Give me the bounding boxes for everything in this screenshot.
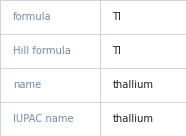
Text: IUPAC name: IUPAC name xyxy=(13,114,74,124)
Text: formula: formula xyxy=(13,12,52,22)
Text: Hill formula: Hill formula xyxy=(13,46,71,56)
Text: thallium: thallium xyxy=(113,80,153,90)
Text: Tl: Tl xyxy=(113,46,121,56)
Text: Tl: Tl xyxy=(113,12,121,22)
Text: name: name xyxy=(13,80,41,90)
Text: thallium: thallium xyxy=(113,114,153,124)
